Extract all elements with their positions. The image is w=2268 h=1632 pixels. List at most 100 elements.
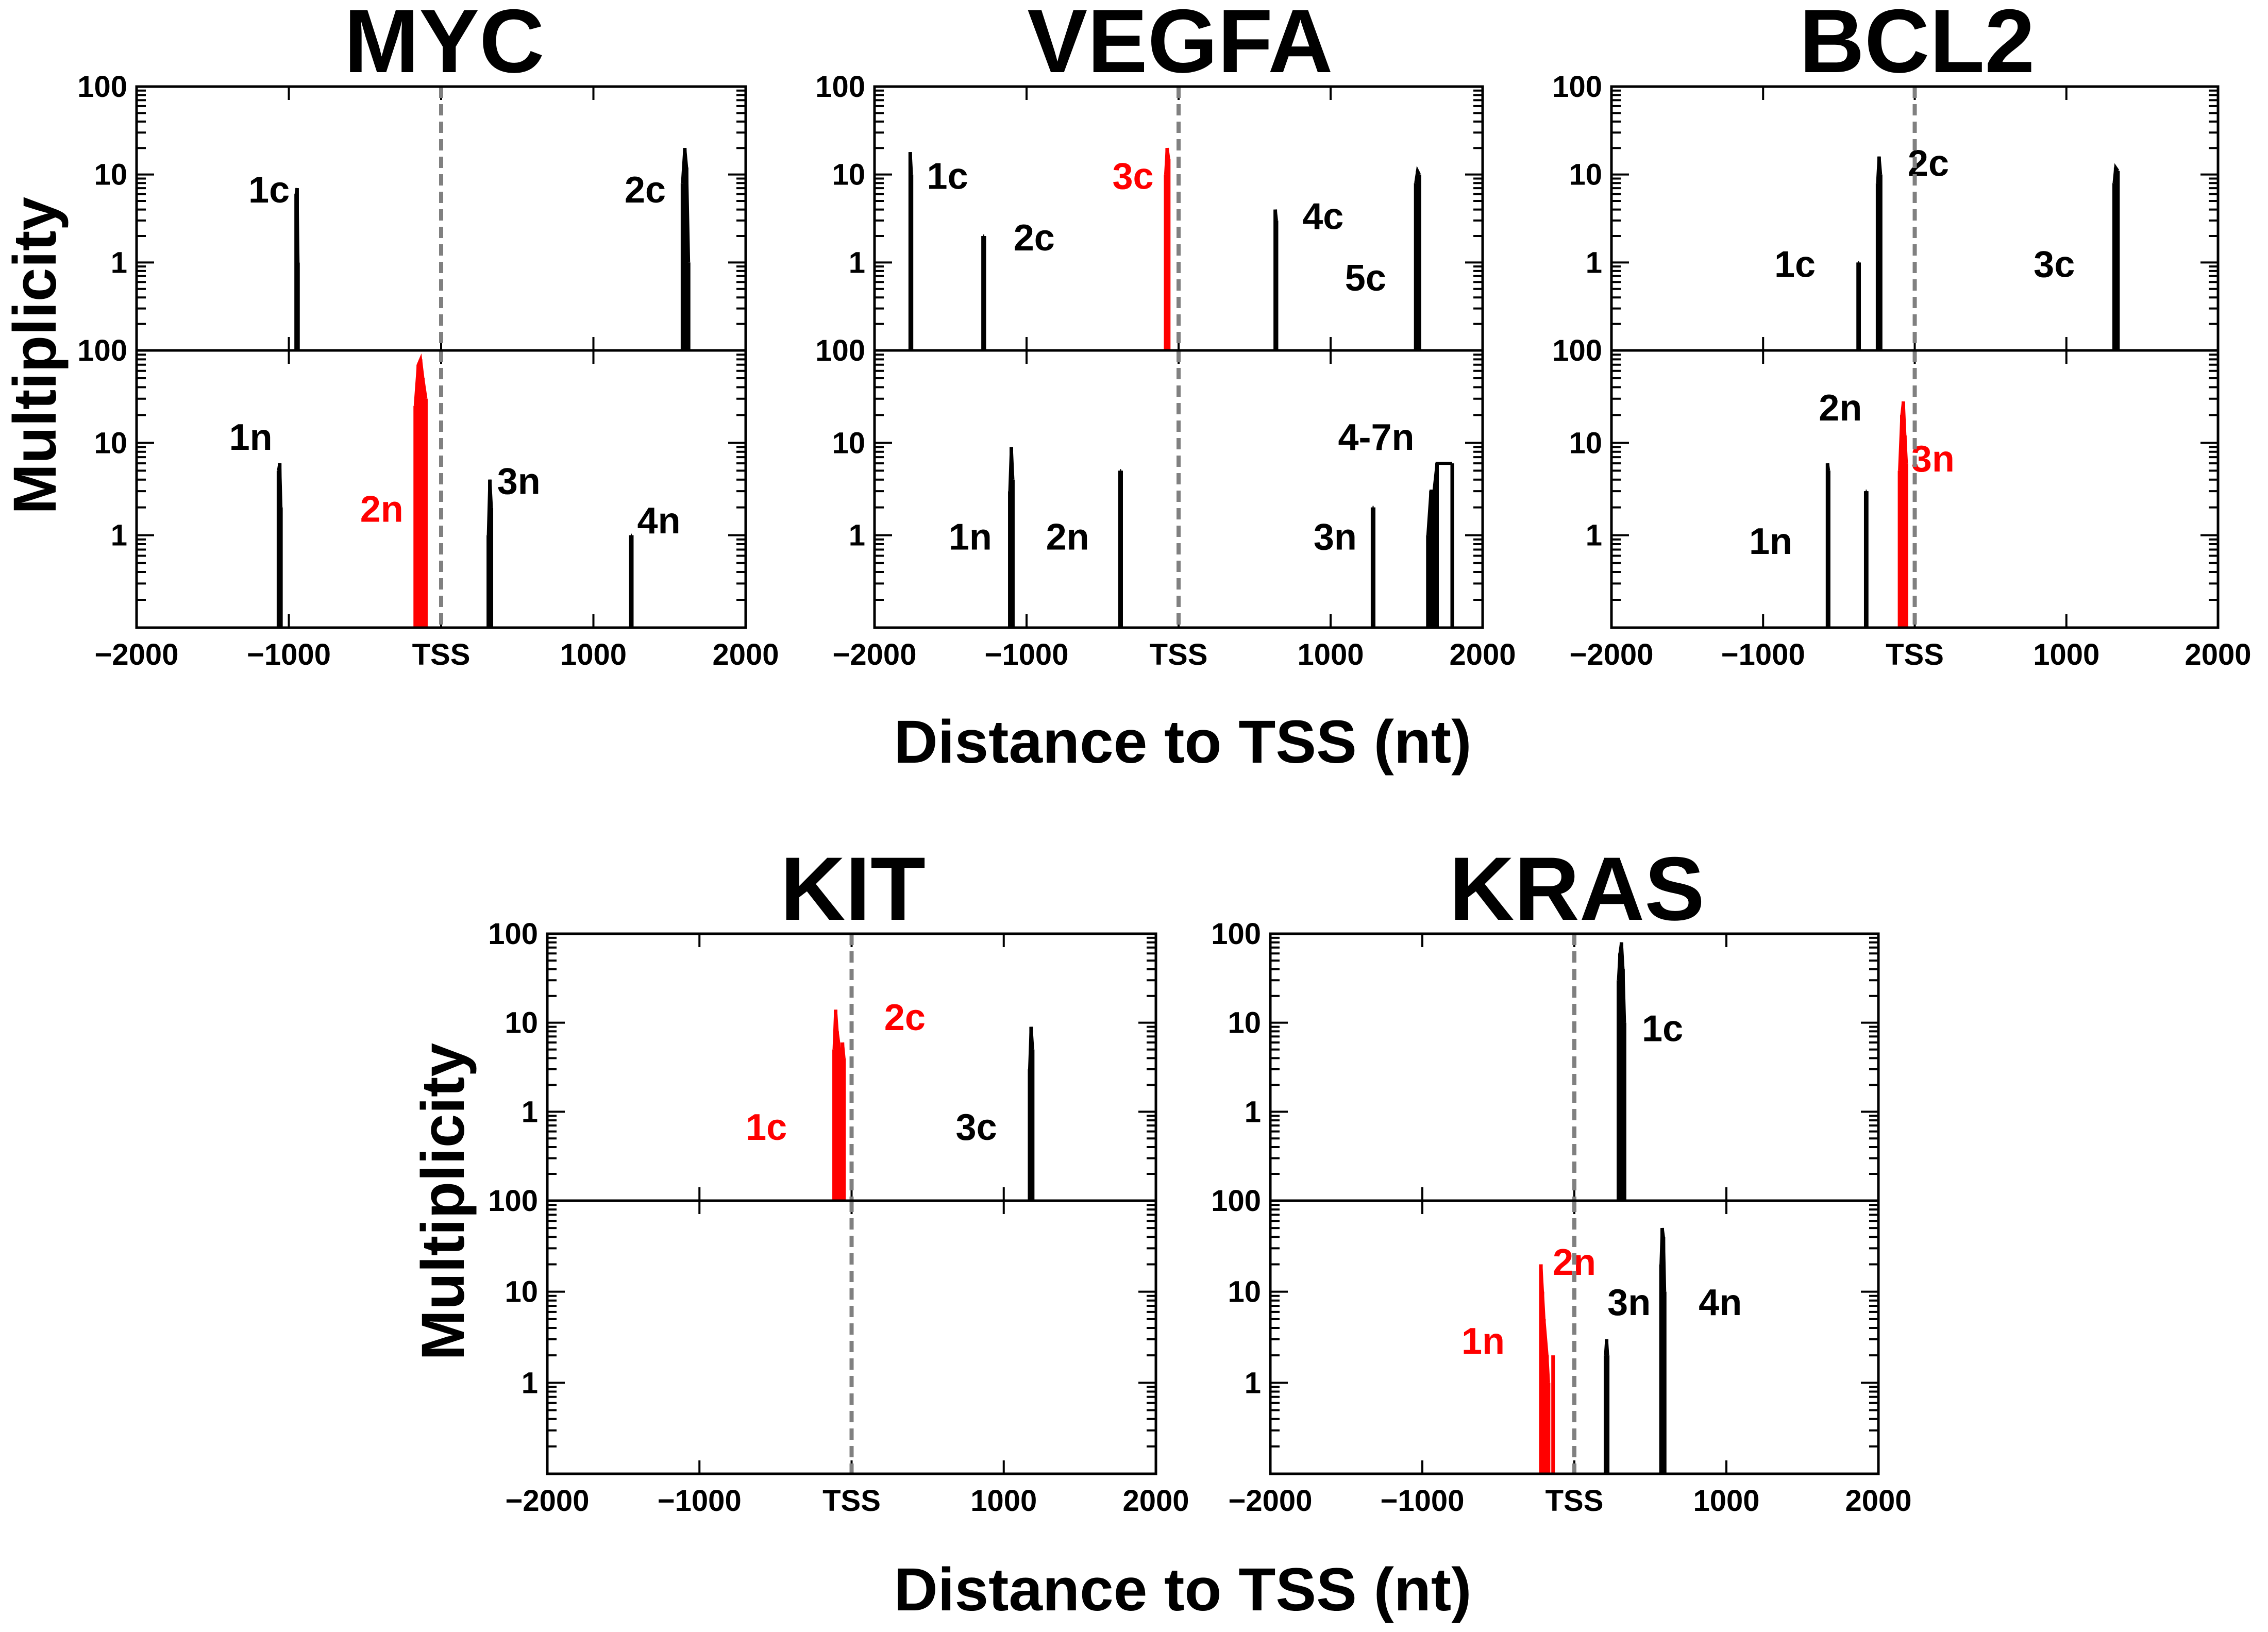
charts-layer: MYC 1 10 100 1c 2c 1 10 100 1n 2n 3n 4n −2000 −1000 TSS…	[77, 0, 2251, 1518]
peak-outline	[1604, 1339, 1609, 1356]
g4-label: 4n	[1699, 1282, 1742, 1323]
x-tick-label: 1000	[1297, 638, 1364, 671]
y-axis-label-top: Multiplicity	[1, 197, 69, 514]
g4-group-1n: 1n	[229, 417, 283, 628]
g4-label: 2n	[360, 489, 404, 530]
peak-outline	[413, 353, 428, 407]
peak-outline	[1426, 462, 1452, 535]
g4-group-1n: 1n	[949, 447, 1015, 628]
g4-group-4-7n: 4-7n	[1338, 417, 1454, 628]
chart-myc: MYC 1 10 100 1c 2c 1 10 100 1n 2n 3n 4n −2000 −1000 TSS…	[77, 0, 779, 671]
peak-outline	[1659, 1227, 1667, 1292]
g4-group-2n: 2n	[360, 353, 428, 628]
panel-frame	[873, 349, 1484, 629]
x-tick-label: 2000	[1122, 1484, 1189, 1518]
y-tick-label: 10	[832, 426, 865, 460]
g4-label: 1n	[1749, 521, 1792, 562]
chart-title: VEGFA	[1027, 0, 1333, 92]
g4-group-5c: 5c	[1345, 165, 1421, 350]
x-axis-label-bottom: Distance to TSS (nt)	[894, 1556, 1471, 1624]
y-tick-label: 1	[522, 1095, 538, 1129]
y-tick-label: 1	[1245, 1366, 1261, 1400]
g4-group-2c: 2c	[841, 997, 926, 1201]
panel-frame	[1269, 1199, 1880, 1475]
x-tick-label: −1000	[247, 638, 331, 671]
g4-label: 3n	[1911, 439, 1955, 480]
g4-group-4n: 4n	[1659, 1227, 1742, 1474]
x-tick-label: −2000	[1229, 1484, 1313, 1518]
g4-label: 1c	[746, 1107, 787, 1148]
y-tick-label: 10	[94, 426, 127, 460]
y-tick-label: 1	[111, 246, 127, 279]
g4-label: 4c	[1302, 196, 1343, 237]
x-tick-label: −2000	[95, 638, 179, 671]
peak-outline	[1414, 165, 1421, 183]
panel-non-coding: 1 10 100 1n 2n 3n 4-7n	[815, 334, 1484, 629]
g4-group-2c: 2c	[981, 217, 1055, 350]
y-tick-label: 100	[1552, 70, 1602, 104]
peak-outline	[909, 152, 913, 175]
x-tick-label: TSS	[1545, 1484, 1604, 1518]
peak-outline	[277, 463, 283, 508]
g4-label: 2n	[1046, 517, 1089, 558]
chart-title: MYC	[344, 0, 545, 92]
x-tick-label: −2000	[506, 1484, 590, 1518]
peak-outline	[681, 148, 691, 263]
x-tick-label: −2000	[1570, 638, 1654, 671]
y-tick-label: 100	[77, 334, 127, 367]
y-tick-label: 1	[111, 519, 127, 552]
g4-group-4c: 4c	[1273, 196, 1343, 350]
y-tick-label: 1	[849, 519, 865, 552]
g4-label: 3c	[956, 1107, 997, 1148]
y-tick-label: 100	[1211, 917, 1261, 951]
y-tick-label: 1	[1245, 1095, 1261, 1129]
g4-label: 2c	[1014, 217, 1055, 259]
y-tick-label: 1	[1586, 246, 1602, 279]
g4-label: 3n	[497, 461, 541, 502]
x-tick-label: TSS	[412, 638, 471, 671]
chart-title: KIT	[780, 839, 926, 939]
y-tick-label: 10	[1228, 1006, 1261, 1040]
g4-label: 1n	[229, 417, 273, 458]
y-tick-label: 100	[815, 70, 865, 104]
g4-label: 3c	[2034, 244, 2075, 285]
peak-outline	[486, 479, 493, 535]
peak-outline	[832, 1010, 842, 1058]
y-tick-label: 100	[488, 1184, 538, 1218]
g4-label: 3n	[1607, 1282, 1651, 1323]
y-tick-label: 1	[849, 246, 865, 279]
g4-label: 1c	[248, 170, 290, 211]
g4-group-2c: 2c	[625, 148, 691, 350]
peak-outline	[1028, 1027, 1034, 1070]
g4-group-2n: 2n	[1046, 469, 1123, 628]
chart-title: KRAS	[1449, 839, 1705, 939]
g4-group-1c: 1c	[746, 1010, 842, 1201]
panel-frame	[135, 349, 747, 629]
g4-group-3c: 3c	[1112, 147, 1171, 350]
x-tick-label: 2000	[1449, 638, 1516, 671]
peak-outline	[1164, 147, 1170, 175]
g4-group-3n: 3n	[486, 461, 541, 628]
y-tick-label: 100	[1552, 334, 1602, 367]
chart-title: BCL2	[1800, 0, 2035, 92]
g4-group-1c: 1c	[908, 152, 968, 350]
panel-non-coding: 1 10 100 1n 2n 3n 4n	[77, 334, 747, 629]
x-tick-label: 2000	[2185, 638, 2251, 671]
g4-group-3n: 3n	[1314, 506, 1375, 628]
peak-outline	[1539, 1264, 1550, 1383]
panel-frame	[546, 1199, 1157, 1475]
peak-outline	[1617, 942, 1626, 1023]
y-tick-label: 10	[1569, 158, 1602, 192]
g4-label: 2c	[884, 997, 926, 1038]
panel-non-coding: 1 10 100 1n 2n 3n	[1552, 334, 2220, 629]
peak-outline	[841, 1042, 846, 1058]
x-tick-label: 1000	[970, 1484, 1037, 1518]
g4-group-1c: 1c	[248, 170, 300, 350]
peak-outline	[1826, 463, 1830, 471]
peak-outline	[1008, 447, 1015, 492]
